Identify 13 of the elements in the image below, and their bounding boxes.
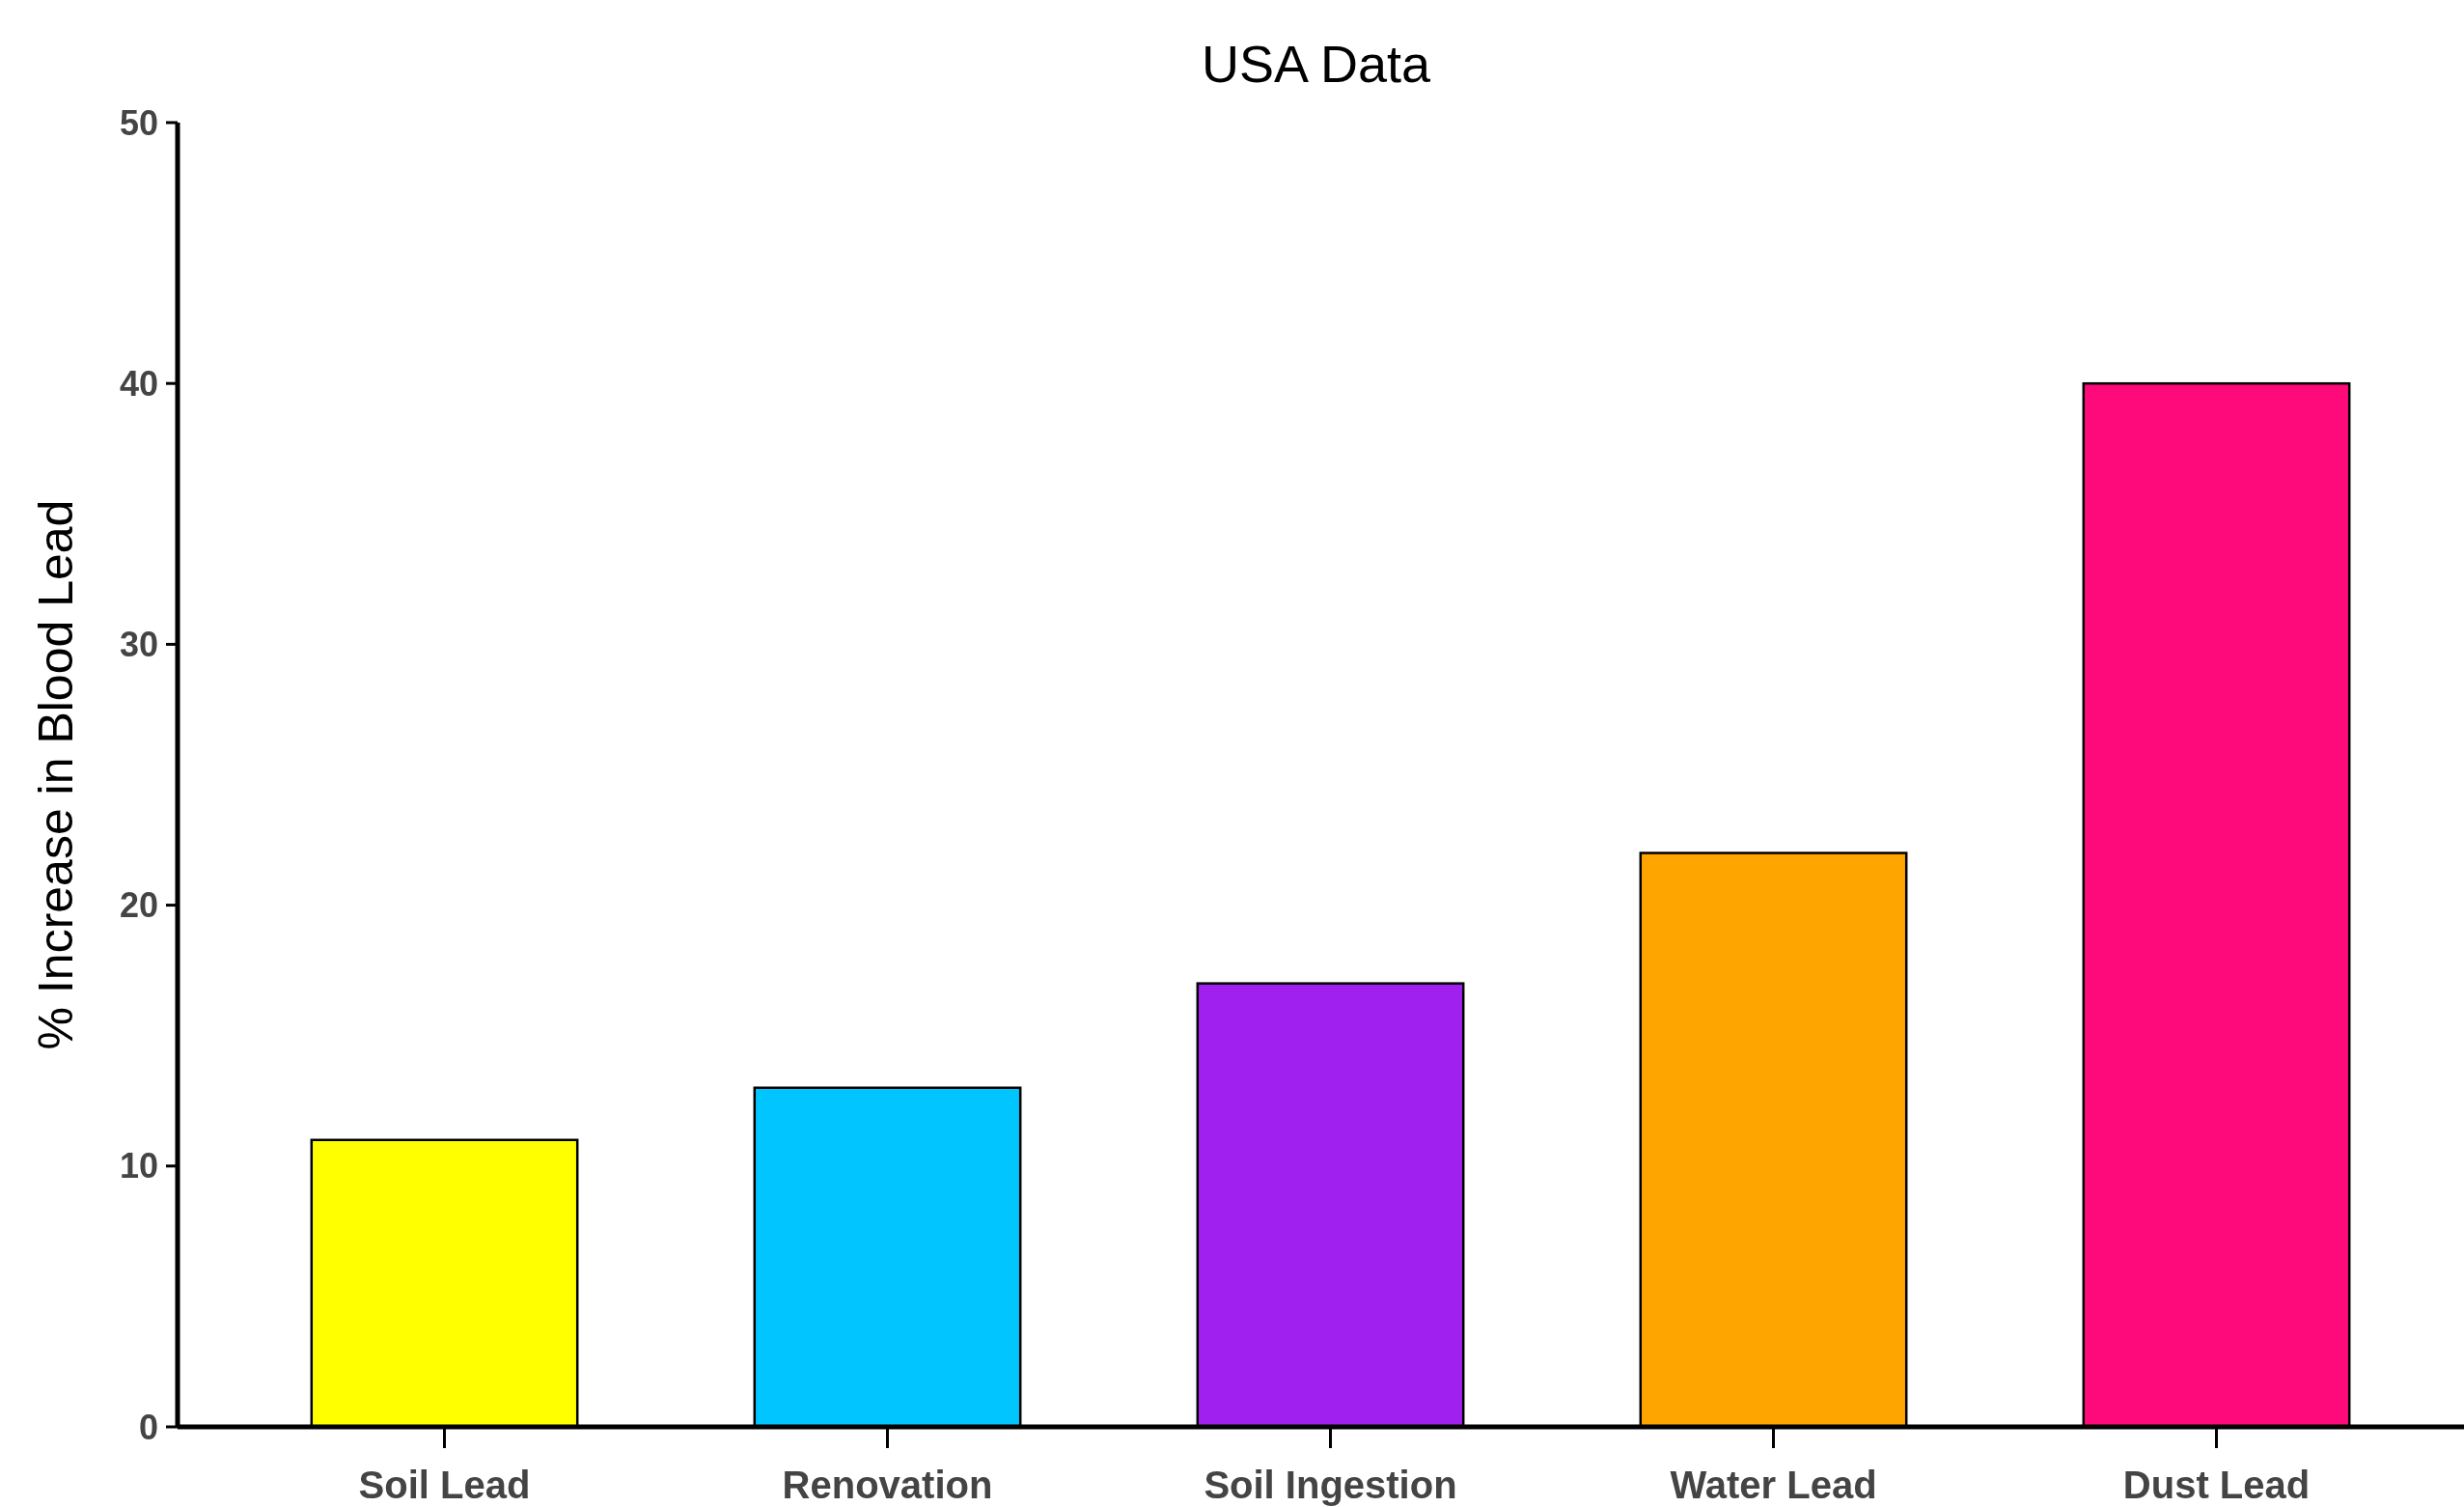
y-axis-title: % Increase in Blood Lead [29, 499, 83, 1050]
y-tick-label: 40 [119, 363, 158, 404]
x-tick-label: Renovation [782, 1464, 993, 1506]
x-tick-label: Water Lead [1670, 1464, 1877, 1506]
y-tick-label: 20 [119, 885, 158, 926]
y-tick-label: 0 [138, 1407, 158, 1447]
x-tick-label: Soil Lead [358, 1464, 531, 1506]
y-tick-label: 30 [119, 625, 158, 664]
x-tick-label: Dust Lead [2122, 1464, 2311, 1506]
y-tick-label: 10 [119, 1146, 158, 1186]
y-tick-label: 50 [119, 102, 158, 143]
x-tick-label: Soil Ingestion [1204, 1464, 1457, 1506]
chart-title: USA Data [1201, 35, 1432, 93]
